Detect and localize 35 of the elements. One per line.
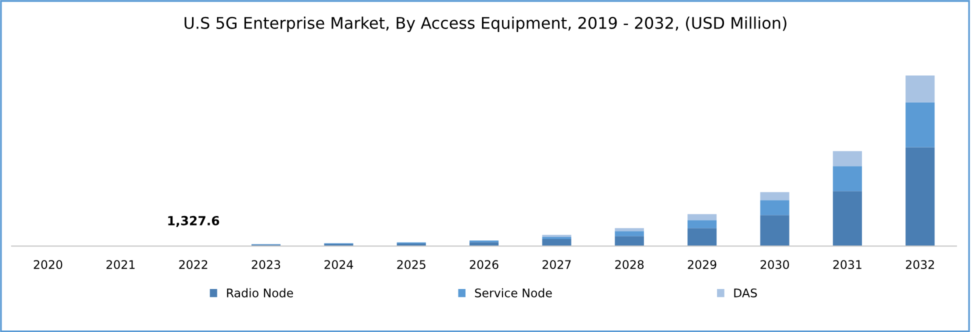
bar	[542, 236, 572, 240]
bar	[832, 166, 862, 192]
bar	[760, 215, 790, 246]
x-tick-label: 2025	[397, 260, 426, 270]
x-tick-label: 2022	[179, 260, 208, 270]
bar	[614, 236, 644, 246]
bar	[832, 151, 862, 166]
bar	[688, 228, 717, 246]
bar	[832, 191, 862, 246]
x-tick-label: 2026	[470, 260, 498, 270]
x-tick-label: 2030	[760, 260, 789, 270]
x-tick-label: 2027	[542, 260, 571, 270]
x-tick-label: 2031	[833, 260, 862, 270]
chart-title: U.S 5G Enterprise Market, By Access Equipment, 2019 - 2032, (USD Million)	[184, 16, 786, 32]
bar	[614, 231, 644, 236]
x-tick-label: 2021	[106, 260, 135, 270]
x-tick-label: 2028	[615, 260, 644, 270]
legend-label: Radio Node	[227, 288, 293, 298]
bar	[906, 75, 935, 102]
bar	[688, 214, 717, 220]
x-tick-label: 2020	[34, 260, 62, 270]
bar	[760, 192, 790, 200]
x-tick-label: 2029	[688, 260, 716, 270]
x-tick-label: 2032	[906, 260, 934, 270]
bar	[760, 200, 790, 216]
legend-label: Service Node	[475, 288, 552, 298]
x-tick-label: 2024	[324, 260, 354, 270]
x-tick-label: 2023	[252, 260, 280, 270]
bar	[906, 102, 935, 148]
annotation: 1,327.6	[168, 216, 220, 227]
bar	[906, 147, 935, 246]
legend-label: DAS	[734, 288, 757, 298]
bar	[688, 220, 717, 228]
bar	[614, 228, 644, 232]
bar	[542, 239, 572, 246]
